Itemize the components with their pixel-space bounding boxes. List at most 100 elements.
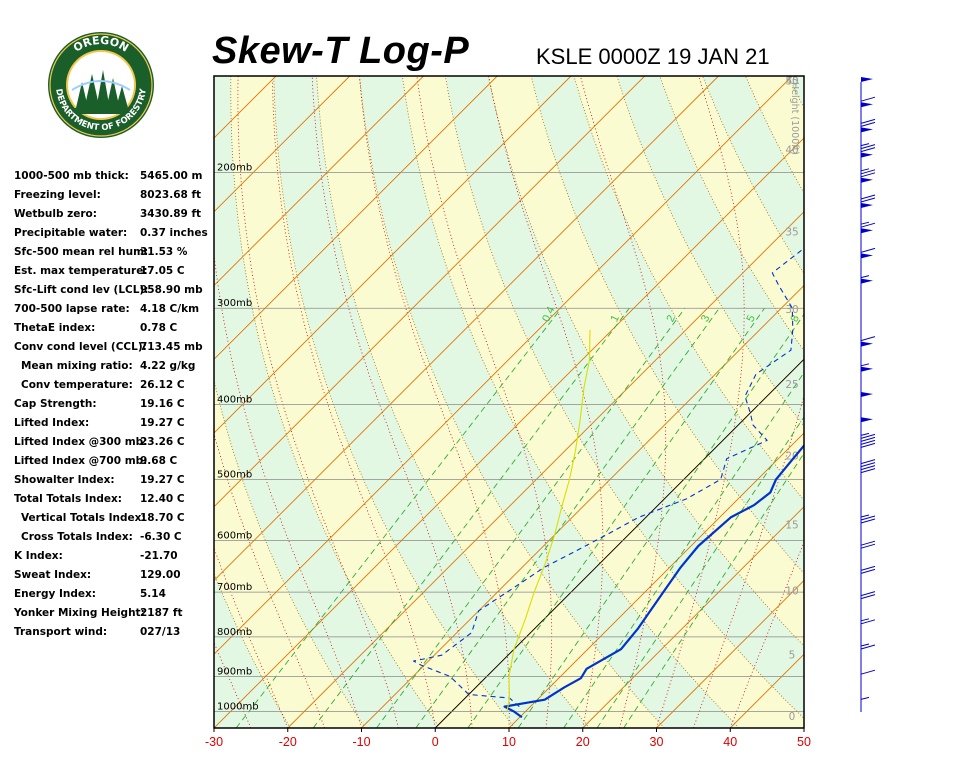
index-value: 5.14 bbox=[140, 588, 166, 600]
index-label: ThetaE index: bbox=[14, 322, 96, 334]
mixing-ratio-line bbox=[563, 371, 804, 728]
wind-barb bbox=[860, 417, 873, 423]
x-tick-label: -30 bbox=[205, 735, 223, 749]
index-row: Yonker Mixing Height: 2187 ft bbox=[14, 605, 214, 624]
adiabat-band bbox=[531, 76, 804, 574]
adiabat-band bbox=[0, 76, 141, 728]
x-tick-label: -20 bbox=[279, 735, 297, 749]
adiabat-band bbox=[214, 573, 291, 728]
index-row: Cap Strength: 19.16 C bbox=[14, 396, 214, 415]
index-value: 19.27 C bbox=[140, 417, 185, 429]
mixing-ratio-label: 8 bbox=[788, 313, 801, 324]
isotherm bbox=[214, 76, 793, 655]
index-label: Wetbulb zero: bbox=[14, 208, 97, 220]
index-value: 18.70 C bbox=[140, 512, 185, 524]
isotherm bbox=[508, 432, 804, 728]
pressure-label: 500mb bbox=[217, 469, 252, 480]
dry-adiabat bbox=[788, 76, 804, 109]
pressure-label: 300mb bbox=[217, 298, 252, 309]
wind-barb bbox=[860, 618, 876, 625]
x-tick-label: -10 bbox=[352, 735, 370, 749]
isotherm bbox=[214, 76, 572, 434]
index-value: -6.30 C bbox=[140, 531, 182, 543]
index-row: K Index: -21.70 bbox=[14, 548, 214, 567]
adiabat-band bbox=[214, 76, 440, 728]
index-label: Transport wind: bbox=[14, 626, 108, 638]
adiabat-band bbox=[702, 76, 804, 274]
index-value: 26.12 C bbox=[140, 379, 185, 391]
wind-barb bbox=[860, 221, 876, 234]
pressure-label: 1000mb bbox=[217, 702, 259, 713]
x-axis: -30 -20 -10 0 10 20 30 40 50 bbox=[205, 728, 811, 749]
x-tick-label: 30 bbox=[650, 735, 664, 749]
isotherm bbox=[803, 727, 804, 728]
mixing-ratio-line bbox=[235, 307, 562, 728]
pressure-label: 900mb bbox=[217, 666, 252, 677]
wind-barb bbox=[860, 432, 876, 448]
index-label: Mean mixing ratio: bbox=[21, 360, 133, 372]
index-row: 1000-500 mb thick: 5465.00 m bbox=[14, 168, 214, 187]
x-tick-label: 0 bbox=[432, 735, 439, 749]
wind-barb bbox=[860, 275, 873, 284]
index-label: Yonker Mixing Height: bbox=[14, 607, 145, 619]
height-tick-label: 35 bbox=[785, 226, 798, 238]
index-label: Lifted Index: bbox=[14, 417, 90, 429]
zero-isotherm bbox=[434, 358, 804, 728]
index-row: Conv cond level (CCL): 713.45 mb bbox=[14, 339, 214, 358]
index-value: 9.68 C bbox=[140, 455, 178, 467]
wind-barb bbox=[860, 336, 876, 347]
isotherm bbox=[214, 76, 719, 582]
wind-barb bbox=[860, 643, 876, 650]
index-value: 31.53 % bbox=[140, 246, 188, 258]
index-row: Sfc-500 mean rel hum: 31.53 % bbox=[14, 244, 214, 263]
index-label: Lifted Index @300 mb: bbox=[14, 436, 148, 448]
dry-adiabat bbox=[917, 76, 960, 728]
isotherm bbox=[214, 76, 646, 508]
mixing-ratio-label: 3 bbox=[699, 313, 712, 324]
parcel-path-line bbox=[506, 329, 591, 712]
logo-top-text: OREGON bbox=[71, 34, 131, 55]
index-label: K Index: bbox=[14, 550, 63, 562]
index-label: Energy Index: bbox=[14, 588, 96, 600]
index-row: Freezing level: 8023.68 ft bbox=[14, 187, 214, 206]
x-tick-label: 40 bbox=[723, 735, 737, 749]
index-row: ThetaE index: 0.78 C bbox=[14, 320, 214, 339]
isotherm bbox=[214, 76, 498, 360]
index-row: Sfc-Lift cond lev (LCL): 958.90 mb bbox=[14, 282, 214, 301]
index-row: Vertical Totals Index: 18.70 C bbox=[14, 510, 214, 529]
index-label: Conv cond level (CCL): bbox=[14, 341, 147, 353]
index-value: 958.90 mb bbox=[140, 284, 203, 296]
index-value: 5465.00 m bbox=[140, 170, 203, 182]
oregon-department-of-forestry-logo: OREGON DEPARTMENT OF FORESTRY bbox=[48, 32, 154, 138]
index-value: 23.26 C bbox=[140, 436, 185, 448]
mixing-ratio-line bbox=[376, 307, 686, 728]
wind-barb bbox=[860, 514, 876, 524]
adiabat-band bbox=[788, 76, 804, 109]
index-label: 1000-500 mb thick: bbox=[14, 170, 129, 182]
isotherm bbox=[0, 76, 202, 728]
wind-barb bbox=[860, 118, 876, 133]
mixing-ratio-line bbox=[415, 307, 720, 728]
adiabat-band bbox=[273, 76, 590, 728]
dry-adiabat bbox=[831, 76, 960, 728]
station-datetime: KSLE 0000Z 19 JAN 21 bbox=[536, 44, 770, 69]
index-label: Est. max temperature: bbox=[14, 265, 148, 277]
dry-adiabat bbox=[0, 76, 66, 728]
sounding-indices-list: 1000-500 mb thick: 5465.00 m Freezing leve… bbox=[14, 168, 214, 643]
height-tick-label: 20 bbox=[785, 451, 798, 463]
index-value: 8023.68 ft bbox=[140, 189, 202, 201]
index-label: Sfc-Lift cond lev (LCL): bbox=[14, 284, 149, 296]
index-value: 713.45 mb bbox=[140, 341, 203, 353]
index-value: 19.16 C bbox=[140, 398, 185, 410]
mixing-ratio-line bbox=[517, 313, 804, 728]
height-tick-label: 25 bbox=[785, 379, 798, 391]
isotherm bbox=[361, 284, 804, 728]
pressure-label: 700mb bbox=[217, 582, 252, 593]
index-value: 19.27 C bbox=[140, 474, 185, 486]
index-row: Showalter Index: 19.27 C bbox=[14, 472, 214, 491]
chart-title: Skew-T Log-P bbox=[212, 30, 470, 72]
wind-barb bbox=[860, 540, 876, 549]
mixing-ratio-label: 1 bbox=[609, 313, 622, 324]
